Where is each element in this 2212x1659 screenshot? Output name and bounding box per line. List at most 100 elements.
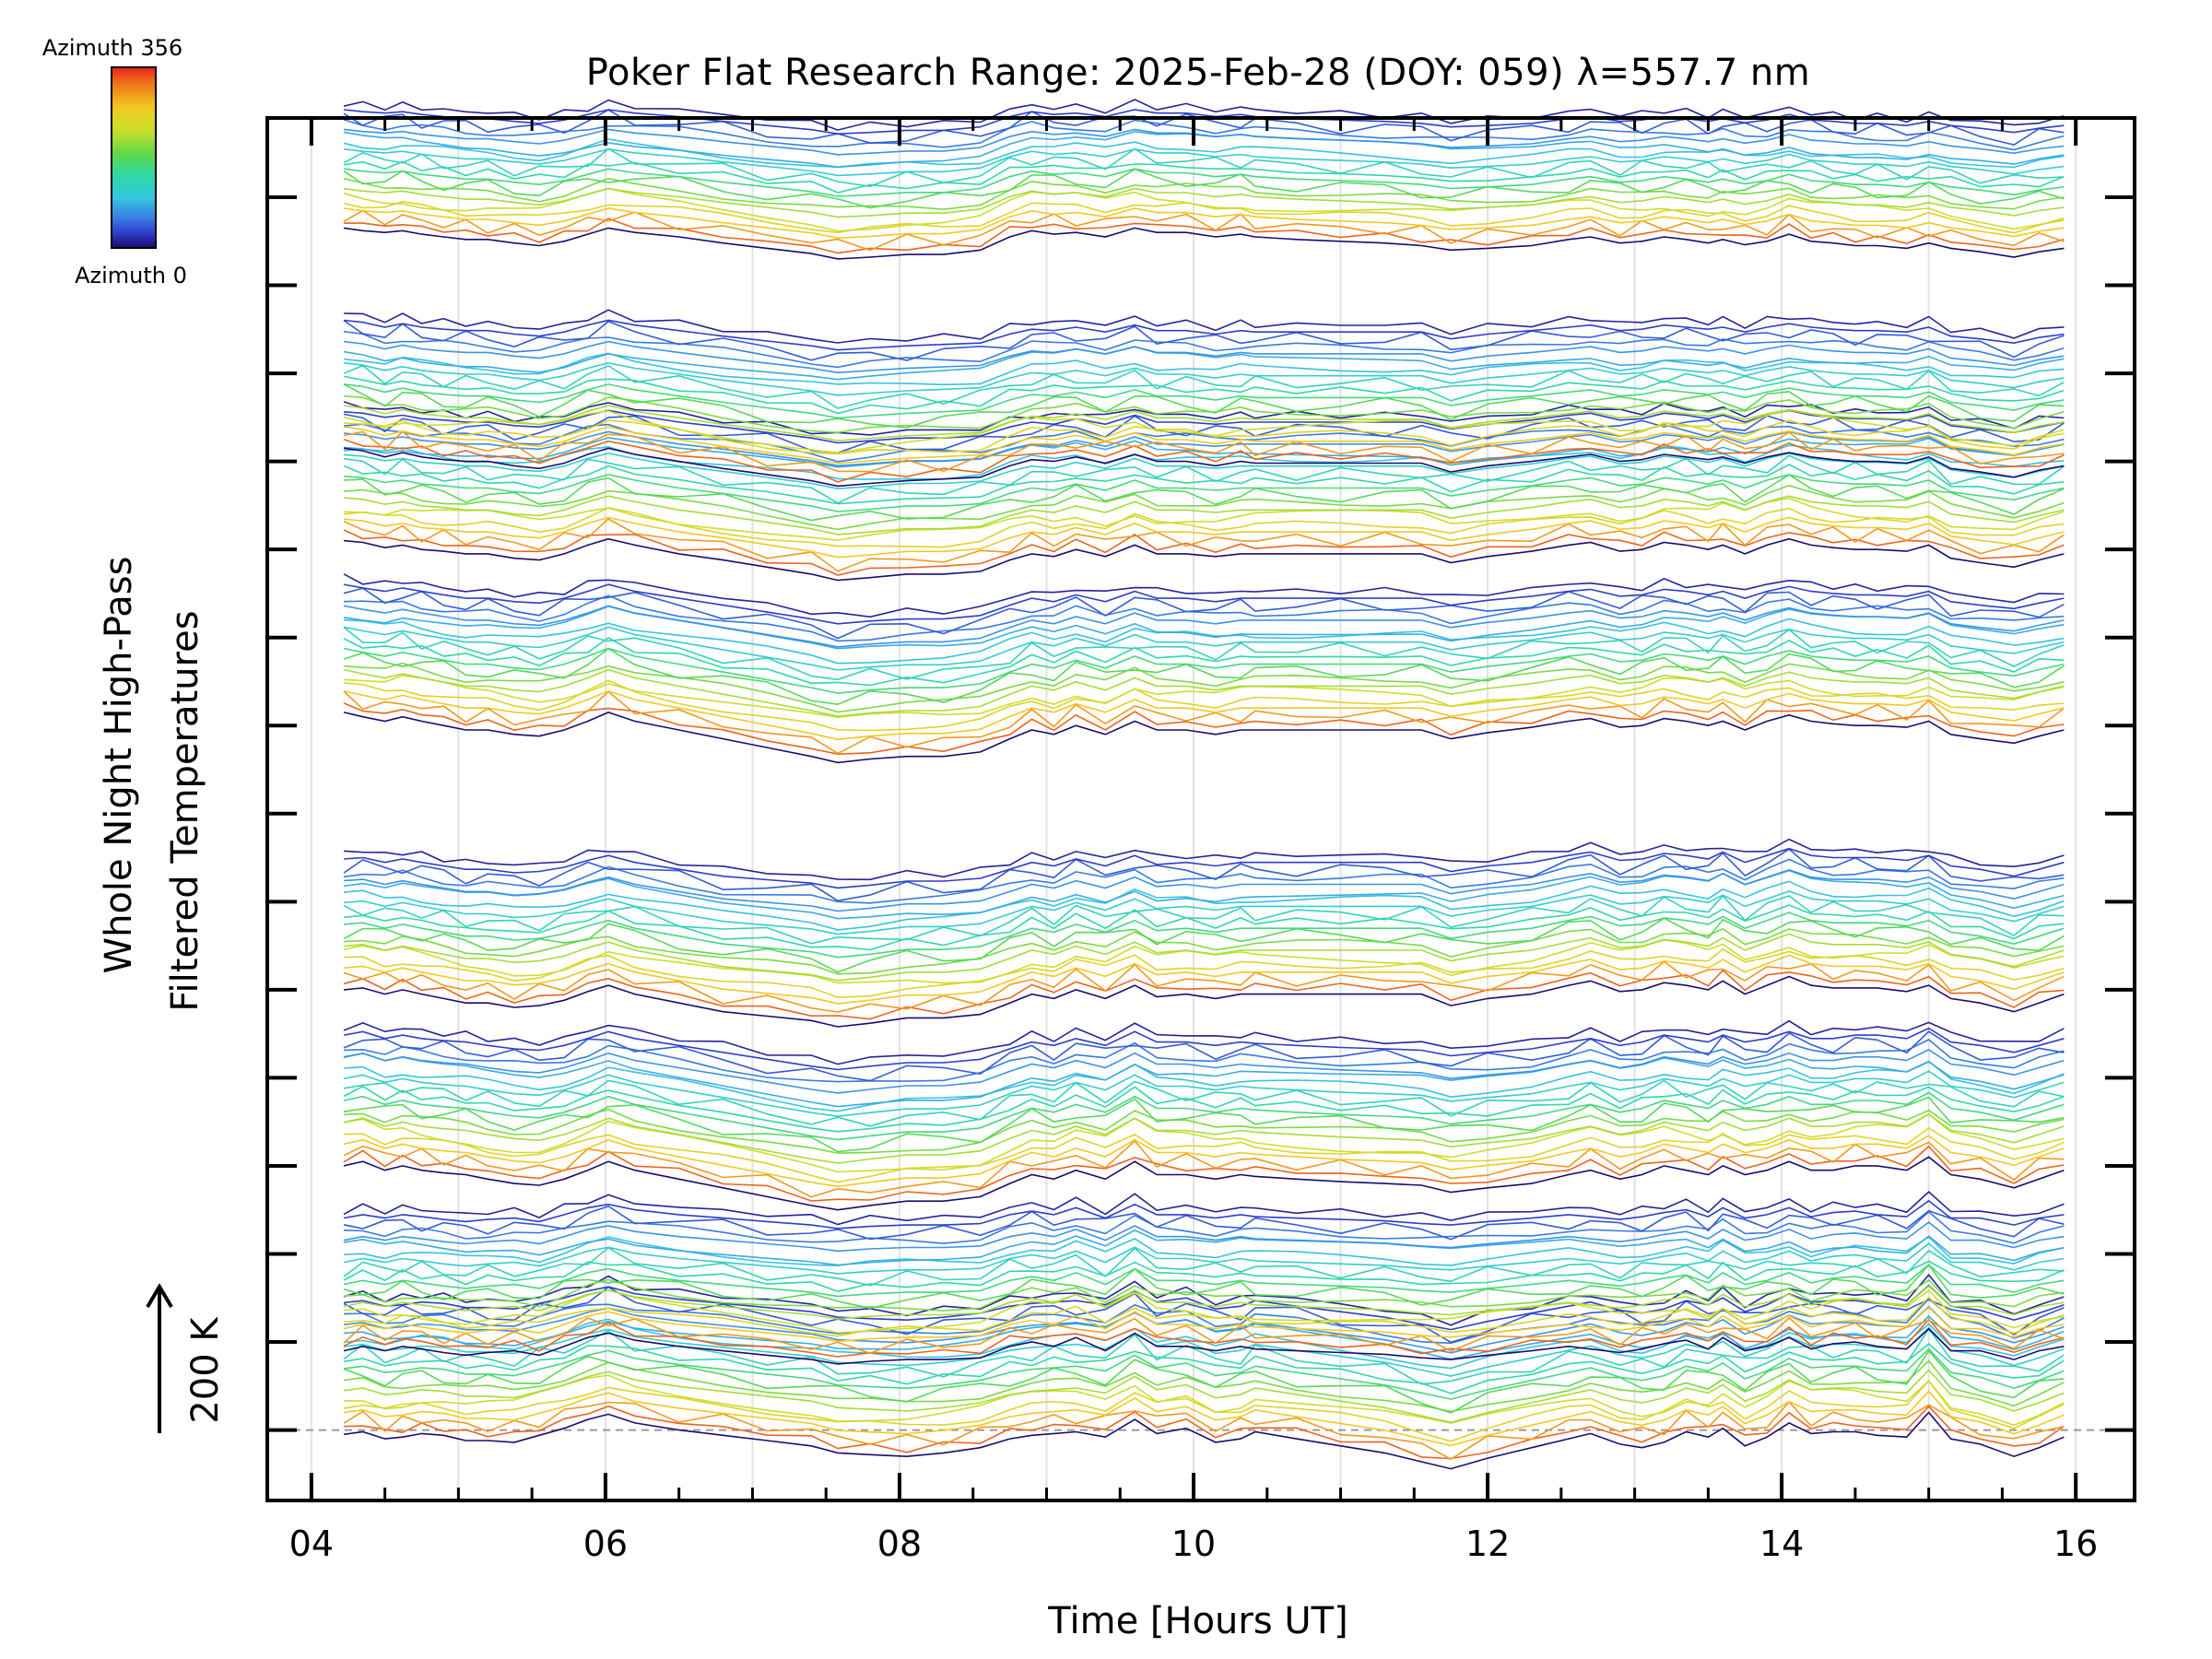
series-line: [343, 662, 2065, 713]
colorbar-bottom-label: Azimuth 0: [75, 263, 187, 288]
x-tick-label: 10: [1171, 1524, 1216, 1564]
series-line: [343, 1108, 2065, 1154]
series-line: [343, 1030, 2065, 1082]
series-line: [343, 1369, 2065, 1424]
series-line: [343, 516, 2065, 559]
plot-frame: [265, 116, 2136, 1502]
series-line: [343, 647, 2065, 706]
x-tick-label: 06: [583, 1524, 628, 1564]
series-line: [343, 1343, 2065, 1394]
series-line: [343, 573, 2065, 618]
series-line: [343, 969, 2065, 1020]
series-line: [343, 99, 2065, 131]
series-line: [343, 340, 2065, 374]
series-line: [343, 1285, 2065, 1320]
series-line: [343, 454, 2065, 504]
x-tick-label: 12: [1465, 1524, 1510, 1564]
series-line: [343, 960, 2065, 1013]
series-line: [343, 594, 2065, 642]
series-line: [343, 1135, 2065, 1188]
series-line: [343, 690, 2065, 755]
series-line: [343, 200, 2065, 234]
series-line: [343, 668, 2065, 718]
series-line: [343, 352, 2065, 386]
series-line: [343, 1260, 2065, 1293]
series-line: [343, 529, 2065, 576]
x-tick-label: 08: [877, 1524, 922, 1564]
series-line: [343, 330, 2065, 369]
series-line: [343, 1127, 2065, 1183]
chart-title: Poker Flat Research Range: 2025-Feb-28 (…: [586, 52, 1810, 94]
series-line: [343, 1347, 2065, 1400]
series-line: [343, 207, 2065, 240]
series-line: [343, 484, 2065, 531]
series-line: [343, 419, 2065, 455]
series-line: [343, 1380, 2065, 1442]
series-line: [343, 1112, 2065, 1164]
series-line: [343, 375, 2065, 415]
series-line: [343, 109, 2065, 147]
series-line: [343, 309, 2065, 344]
series-line: [343, 912, 2065, 959]
series-line: [343, 933, 2065, 982]
series-line: [343, 1411, 2065, 1470]
series-line: [343, 426, 2065, 465]
series-line: [343, 447, 2065, 488]
series-line: [343, 518, 2065, 572]
series-line: [343, 361, 2065, 396]
series-line: [343, 890, 2065, 935]
series-line: [343, 168, 2065, 209]
series-line: [343, 438, 2065, 483]
plot-area: 04 06 08 10 12 14 16: [265, 99, 2136, 1564]
series-line: [343, 674, 2065, 719]
series-line: [343, 1156, 2065, 1211]
series-line: [343, 537, 2065, 582]
series-line: [343, 1284, 2065, 1331]
series-line: [343, 1070, 2065, 1118]
series-lines: [343, 99, 2065, 1470]
series-line: [343, 1326, 2065, 1377]
series-line: [343, 618, 2065, 665]
series-line: [343, 1264, 2065, 1310]
series-line: [343, 1220, 2065, 1253]
series-line: [343, 947, 2065, 999]
series-line: [343, 838, 2065, 881]
series-line: [343, 679, 2065, 732]
series-line: [343, 1349, 2065, 1414]
series-line: [343, 395, 2065, 434]
x-tick-labels: 04 06 08 10 12 14 16: [289, 1524, 2099, 1564]
series-line: [343, 1048, 2065, 1094]
series-line: [343, 1113, 2065, 1173]
series-line: [343, 1191, 2065, 1226]
series-line: [343, 583, 2065, 625]
series-line: [343, 605, 2065, 648]
series-line: [343, 474, 2065, 522]
series-line: [343, 626, 2065, 671]
y-axis-label-line-2: Filtered Temperatures: [164, 610, 206, 1011]
x-tick-label: 04: [289, 1524, 334, 1564]
colorbar-gradient: [111, 66, 157, 249]
series-line: [343, 1235, 2065, 1267]
series-line: [343, 383, 2065, 429]
series-line: [343, 1288, 2065, 1334]
y-axis-label-line-1: Whole Night High-Pass: [98, 557, 140, 974]
series-line: [343, 927, 2065, 975]
axis-ticks: [267, 118, 2135, 1500]
series-line: [343, 1400, 2065, 1461]
series-line: [343, 1210, 2065, 1244]
series-line: [343, 429, 2065, 473]
series-line: [343, 346, 2065, 381]
x-tick-label: 14: [1759, 1524, 1804, 1564]
series-line: [343, 1205, 2065, 1241]
series-line: [343, 880, 2065, 931]
x-axis-label: Time [Hours UT]: [1047, 1600, 1347, 1642]
series-line: [343, 405, 2065, 441]
series-line: [343, 689, 2065, 741]
series-line: [343, 364, 2065, 409]
series-line: [343, 1085, 2065, 1133]
series-line: [343, 138, 2065, 169]
series-line: [343, 444, 2065, 480]
scale-arrow-head: [146, 1283, 173, 1309]
series-line: [343, 1079, 2065, 1127]
